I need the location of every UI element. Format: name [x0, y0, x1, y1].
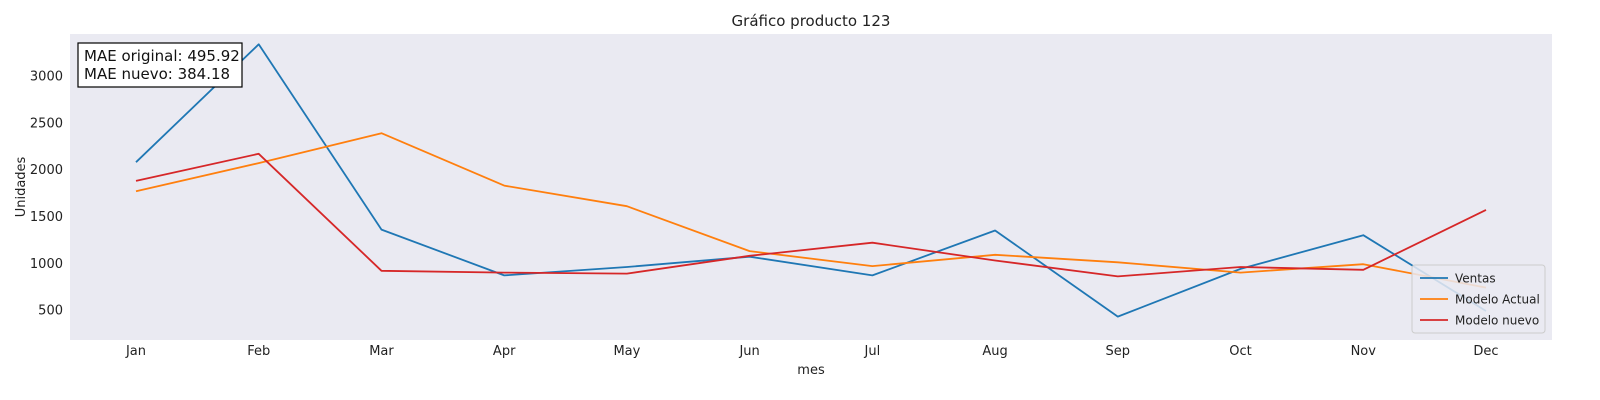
series-line-modelo-nuevo: [135, 152, 1487, 278]
legend-frame: [1411, 264, 1546, 334]
x-tick-label: May: [613, 344, 640, 359]
mae-annotation-box: MAE original: 495.92 MAE nuevo: 384.18: [77, 42, 243, 88]
plot-area: [70, 34, 1552, 340]
series-lines: [135, 43, 1487, 318]
x-tick-label: Mar: [369, 344, 394, 359]
x-tick-label: Feb: [247, 344, 270, 359]
legend-label: Modelo Actual: [1455, 293, 1540, 307]
x-tick-label: Oct: [1229, 344, 1251, 359]
mae-nuevo-text: MAE nuevo: 384.18: [84, 65, 230, 83]
legend: Ventas Modelo Actual Modelo nuevo: [1411, 264, 1546, 334]
y-tick-label: 500: [38, 304, 63, 319]
y-tick-label: 1500: [30, 210, 63, 225]
y-axis-ticks: 500 1000 1500 2000 2500 3000: [30, 70, 63, 319]
y-axis-label: Unidades: [14, 156, 29, 217]
x-tick-label: Sep: [1106, 344, 1131, 359]
x-tick-label: Nov: [1351, 344, 1377, 359]
y-tick-label: 2000: [30, 163, 63, 178]
chart-title: Gráfico producto 123: [732, 12, 891, 30]
series-line-ventas: [135, 43, 1487, 318]
legend-label: Ventas: [1455, 272, 1496, 286]
annotation-frame: [77, 42, 243, 88]
legend-label: Modelo nuevo: [1455, 314, 1539, 328]
x-tick-label: Dec: [1473, 344, 1498, 359]
y-tick-label: 3000: [30, 70, 63, 85]
y-tick-label: 2500: [30, 116, 63, 131]
series-line-modelo-actual: [135, 132, 1487, 289]
x-tick-label: Jun: [738, 344, 759, 359]
mae-original-text: MAE original: 495.92: [84, 47, 240, 65]
x-tick-label: Apr: [493, 344, 516, 359]
x-tick-label: Jan: [125, 344, 146, 359]
x-axis-label: mes: [797, 363, 825, 378]
x-axis-ticks: Jan Feb Mar Apr May Jun Jul Aug Sep Oct Nov Dec: [125, 344, 1499, 359]
x-tick-label: Aug: [982, 344, 1007, 359]
x-tick-label: Jul: [864, 344, 881, 359]
y-tick-label: 1000: [30, 257, 63, 272]
